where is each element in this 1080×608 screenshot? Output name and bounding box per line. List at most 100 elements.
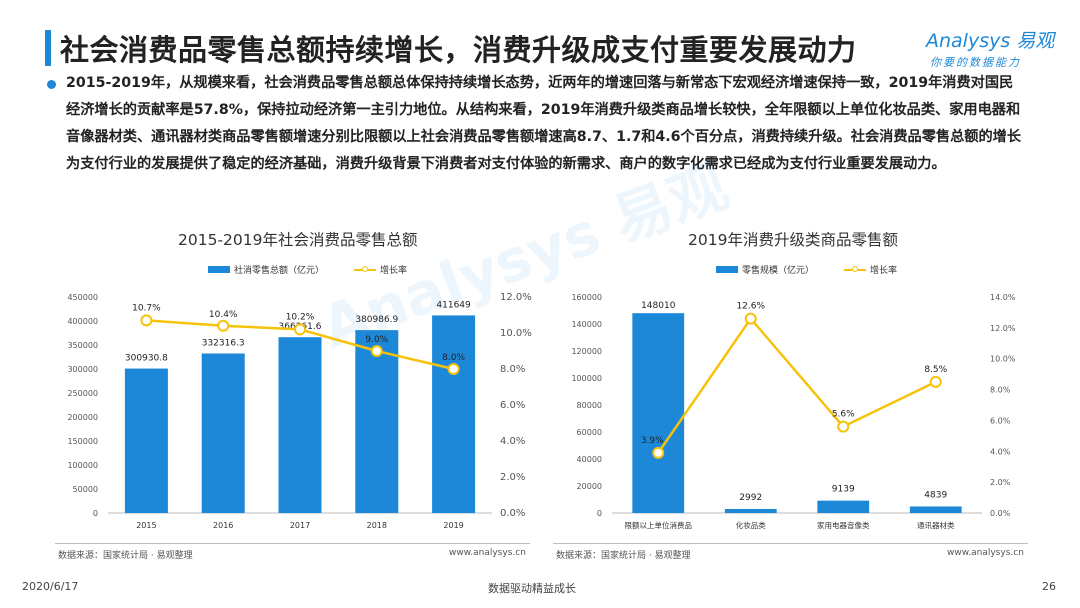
left-axis-tick-label: 200000 [67,413,98,422]
title-accent-bar [45,30,51,66]
legend-right: 零售规模（亿元） 增长率 [716,263,897,276]
category-tick-label: 化妆品类 [736,520,766,530]
category-tick-label: 限额以上单位消费品 [625,520,693,530]
bar [817,500,870,513]
right-axis-tick-label: 6.0% [990,416,1011,425]
left-axis-tick-label: 0 [597,509,602,518]
footer-slogan: 数据驱动精益成长 [488,582,576,595]
left-axis-tick-label: 100000 [571,374,602,383]
right-axis-tick-label: 4.0% [990,447,1011,456]
growth-rate-label: 10.7% [132,303,161,313]
website-left: www.analysys.cn [449,548,526,558]
left-axis-tick-label: 60000 [577,428,602,437]
legend-line-swatch [354,265,377,272]
left-axis-tick-label: 160000 [571,293,602,302]
bar [432,315,476,513]
left-axis-tick-label: 450000 [67,293,98,302]
bar-data-label: 300930.8 [125,354,168,364]
website-right: www.analysys.cn [947,548,1024,558]
right-axis-tick-label: 12.0% [990,324,1016,333]
chart-right: 0 20000 40000 60000 80000 100000 120000 140000 1… [571,293,1016,530]
bar [632,313,685,513]
left-axis-tick-label: 300000 [67,365,98,374]
growth-rate-point [837,420,850,433]
logo-tagline: 你要的数据能力 [930,56,1021,69]
growth-rate-label: 9.0% [365,335,388,345]
growth-rate-point [929,375,942,388]
data-source-left: 数据来源：国家统计局 · 易观整理 [58,551,193,561]
legend-line-label: 增长率 [380,266,408,276]
summary-paragraph: 2015-2019年，从规模来看，社会消费品零售总额总体保持持续增长态势，近两年… [66,75,1022,172]
growth-rate-line [657,316,937,454]
growth-rate-point [652,446,665,459]
growth-rate-label: 10.2% [286,312,315,322]
legend-line-swatch [844,265,867,272]
brand-logo: Analysys 易观 你要的数据能力 [926,26,1056,70]
growth-rate-label: 12.6% [736,302,765,312]
bar [724,508,777,513]
bar-data-label: 2992 [739,493,762,503]
right-axis-tick-label: 2.0% [500,472,525,483]
right-axis-tick-label: 12.0% [500,292,532,303]
growth-rate-point [140,314,153,327]
growth-rate-point [447,363,460,375]
bar-data-label: 380986.9 [355,315,398,325]
right-axis-tick-label: 10.0% [990,355,1016,364]
growth-rate-label: 10.4% [209,310,238,320]
growth-rate-point [744,312,757,325]
legend-bar-swatch [208,266,230,273]
left-axis-tick-label: 150000 [67,437,98,446]
bar [278,337,322,513]
category-tick-label: 2017 [290,521,310,530]
footer-divider-left [55,543,530,544]
growth-rate-label: 8.5% [924,365,947,375]
growth-rate-point [370,345,383,357]
growth-rate-point [217,319,230,332]
bar-data-label: 9139 [832,485,855,495]
left-axis-tick-label: 250000 [67,389,98,398]
legend-left: 社消零售总额（亿元） 增长率 [208,263,407,276]
category-tick-label: 2016 [213,521,233,530]
left-axis-tick-label: 20000 [577,482,602,491]
growth-rate-point [294,323,306,336]
left-axis-tick-label: 350000 [67,341,98,350]
logo-wordmark: Analysys 易观 [926,30,1055,52]
bar-data-label: 148010 [641,301,676,311]
category-tick-label: 2019 [443,521,463,530]
growth-rate-label: 5.6% [832,410,855,420]
left-axis-tick-label: 140000 [571,320,602,329]
report-date: 2020/6/17 [22,580,79,593]
legend-line-label: 增长率 [870,266,898,276]
page-number: 26 [1042,580,1056,593]
bar-data-label: 4839 [924,490,947,500]
left-axis-tick-label: 80000 [577,401,602,410]
legend-bar-label: 社消零售总额（亿元） [234,266,325,276]
category-tick-label: 通讯器材类 [917,520,955,530]
bar [201,353,245,513]
right-axis-tick-label: 8.0% [500,364,525,375]
growth-rate-label: 3.9% [641,436,664,446]
right-axis-tick-label: 4.0% [500,436,525,447]
legend-bar-swatch [716,266,738,273]
chart-left: 0 50000 100000 150000 200000 250000 300000 3500… [67,292,532,530]
bar-data-label: 411649 [436,300,471,310]
category-tick-label: 家用电器音像类 [817,520,870,530]
legend-bar-label: 零售规模（亿元） [742,266,815,276]
right-axis-tick-label: 6.0% [500,400,525,411]
left-axis-tick-label: 40000 [577,455,602,464]
page-title: 社会消费品零售总额持续增长，消费升级成支付重要发展动力 [60,33,857,67]
bar [124,368,168,513]
bar [909,506,962,513]
right-axis-tick-label: 8.0% [990,386,1011,395]
category-tick-label: 2015 [136,521,156,530]
right-axis-tick-label: 2.0% [990,478,1011,487]
right-axis-tick-label: 14.0% [990,293,1016,302]
left-axis-tick-label: 100000 [67,461,98,470]
left-axis-tick-label: 0 [93,509,98,518]
footer-divider-right [553,543,1028,544]
left-axis-tick-label: 400000 [67,317,98,326]
right-axis-tick-label: 0.0% [500,508,525,519]
bullet-icon [47,80,56,89]
growth-rate-label: 8.0% [442,353,465,363]
chart-title-left: 2015-2019年社会消费品零售总额 [178,231,418,249]
